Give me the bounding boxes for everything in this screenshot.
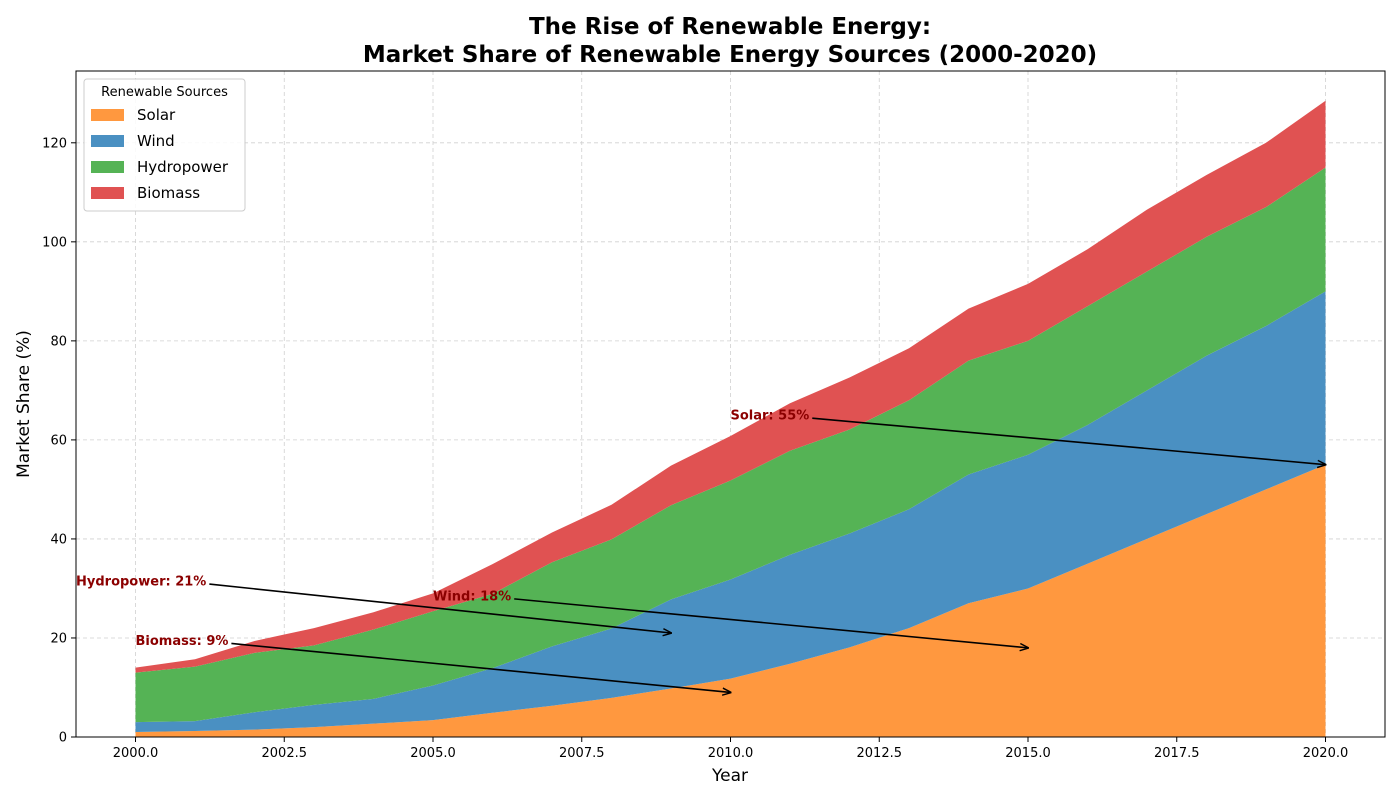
legend-label-wind: Wind <box>137 132 175 150</box>
annotation-arrow <box>209 583 671 633</box>
axes: 2000.0 2002.5 2005.0 2007.5 2010.0 2012.5 2015… <box>42 70 1386 761</box>
annotation-label: Hydropower: 21% <box>76 575 206 590</box>
legend: Renewable Sources Solar Wind Hydropower Bio… <box>83 78 246 212</box>
legend-label-solar: Solar <box>137 106 176 124</box>
y-tick-label: 80 <box>50 334 67 349</box>
annotation-label: Biomass: 9% <box>136 634 229 649</box>
legend-label-biomass: Biomass <box>137 184 200 202</box>
annotation-arrow <box>514 598 1028 648</box>
y-tick-label: 0 <box>59 731 67 746</box>
y-tick-label: 120 <box>42 136 67 151</box>
x-tick-label: 2010.0 <box>708 746 754 761</box>
chart-subtitle: Market Share of Renewable Energy Sources… <box>363 42 1097 68</box>
annotations: Solar: 55% Wind: 18% Hydropower: 21% Biomas… <box>76 409 1326 693</box>
y-tick-label: 40 <box>50 532 67 547</box>
x-axis-label: Year <box>711 766 748 786</box>
x-tick-label: 2005.0 <box>410 746 456 761</box>
x-tick-label: 2017.5 <box>1154 746 1200 761</box>
legend-label-hydropower: Hydropower <box>137 158 229 176</box>
annotation-arrow <box>231 642 730 692</box>
annotation-arrow <box>812 417 1325 465</box>
annotation-label: Solar: 55% <box>731 409 810 424</box>
y-tick-label: 60 <box>50 433 67 448</box>
y-tick-label: 100 <box>42 235 67 250</box>
legend-swatch-wind <box>91 135 124 147</box>
legend-title: Renewable Sources <box>101 85 228 100</box>
y-tick-label: 20 <box>50 631 67 646</box>
y-axis-label: Market Share (%) <box>14 330 34 478</box>
area-hydropower <box>135 167 1326 723</box>
legend-swatch-hydropower <box>91 161 124 173</box>
x-tick-label: 2012.5 <box>857 746 903 761</box>
annotation-label: Wind: 18% <box>433 589 511 604</box>
x-tick-label: 2020.0 <box>1303 746 1349 761</box>
x-tick-label: 2002.5 <box>262 746 308 761</box>
area-solar <box>135 464 1326 737</box>
x-tick-label: 2015.0 <box>1005 746 1051 761</box>
x-tick-label: 2007.5 <box>559 746 605 761</box>
legend-swatch-solar <box>91 109 124 121</box>
chart-title: The Rise of Renewable Energy: <box>529 14 931 40</box>
legend-frame <box>83 78 246 212</box>
legend-swatch-biomass <box>91 187 124 199</box>
area-wind <box>135 291 1326 733</box>
stacked-areas <box>135 100 1326 737</box>
x-tick-label: 2000.0 <box>113 746 159 761</box>
